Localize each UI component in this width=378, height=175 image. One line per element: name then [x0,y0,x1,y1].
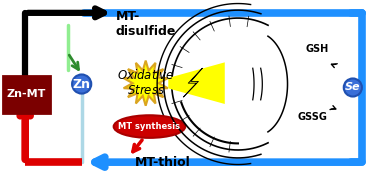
Polygon shape [124,61,168,106]
Text: GSH: GSH [306,44,329,54]
Ellipse shape [114,115,185,138]
Ellipse shape [344,78,362,97]
FancyBboxPatch shape [3,76,50,113]
Text: $\it{Oxidative}$: $\it{Oxidative}$ [117,68,175,82]
Text: GSSG: GSSG [298,112,328,122]
Text: Se: Se [345,82,361,93]
Text: MT-thiol: MT-thiol [135,156,191,169]
Text: $\it{Stress}$: $\it{Stress}$ [127,85,165,97]
Polygon shape [183,68,202,97]
Text: Zn-MT: Zn-MT [6,89,46,99]
Text: Zn: Zn [73,78,91,90]
Polygon shape [168,62,225,104]
Text: MT synthesis: MT synthesis [118,122,180,131]
Ellipse shape [72,75,91,94]
Text: MT-
disulfide: MT- disulfide [116,10,176,38]
